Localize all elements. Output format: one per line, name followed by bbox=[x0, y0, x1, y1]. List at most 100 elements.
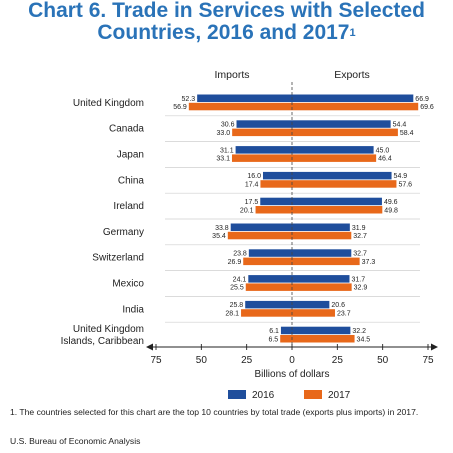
bar-exports-2017 bbox=[292, 283, 352, 291]
data-label-imports-2016: 6.1 bbox=[269, 328, 279, 335]
x-tick-label: 50 bbox=[377, 355, 389, 366]
bar-imports-2017 bbox=[243, 257, 292, 266]
exports-heading: Exports bbox=[334, 69, 370, 81]
x-tick-label: 75 bbox=[422, 355, 434, 366]
bar-exports-2017 bbox=[292, 154, 377, 162]
bar-exports-2017 bbox=[292, 335, 355, 343]
data-label-imports-2017: 33.1 bbox=[216, 156, 230, 163]
bar-imports-2017 bbox=[260, 180, 292, 188]
data-label-imports-2017: 33.0 bbox=[217, 130, 231, 137]
data-label-imports-2017: 17.4 bbox=[245, 182, 259, 189]
data-label-imports-2017: 25.5 bbox=[230, 285, 244, 292]
x-axis-label: Billions of dollars bbox=[254, 369, 329, 380]
bar-exports-2017 bbox=[292, 180, 397, 188]
bar-exports-2017 bbox=[292, 309, 335, 317]
bar-exports-2017 bbox=[292, 102, 419, 111]
data-label-imports-2016: 30.6 bbox=[221, 122, 235, 129]
data-label-exports-2017: 69.6 bbox=[420, 104, 434, 111]
data-label-exports-2016: 49.6 bbox=[384, 199, 398, 206]
x-tick-label: 0 bbox=[289, 355, 295, 366]
bar-imports-2016 bbox=[197, 94, 292, 102]
chart-title: Chart 6. Trade in Services with Selected… bbox=[0, 0, 453, 44]
legend-label-2017: 2017 bbox=[328, 390, 351, 401]
bar-exports-2016 bbox=[292, 120, 391, 128]
data-label-exports-2017: 46.4 bbox=[378, 156, 392, 163]
bar-exports-2016 bbox=[292, 223, 350, 231]
category-label: Mexico bbox=[112, 279, 144, 290]
data-label-exports-2016: 45.0 bbox=[376, 147, 390, 154]
category-label: China bbox=[118, 175, 145, 186]
data-label-exports-2016: 20.6 bbox=[331, 302, 345, 309]
x-tick-label: 75 bbox=[150, 355, 162, 366]
bar-exports-2017 bbox=[292, 128, 398, 137]
data-label-exports-2016: 32.2 bbox=[352, 328, 366, 335]
x-axis-arrow-right bbox=[431, 343, 438, 351]
bar-exports-2016 bbox=[292, 300, 330, 309]
data-label-exports-2017: 32.9 bbox=[354, 285, 368, 292]
bar-imports-2017 bbox=[232, 128, 292, 137]
bars-group: 52.3 66.9 56.9 69.6 30.6 54.4 33.0 58.4 31.1 45.0… bbox=[173, 94, 434, 343]
x-tick-label: 50 bbox=[196, 355, 208, 366]
imports-heading: Imports bbox=[214, 69, 249, 81]
data-label-exports-2016: 31.7 bbox=[351, 276, 365, 283]
bar-imports-2016 bbox=[245, 300, 292, 309]
category-label: Switzerland bbox=[92, 253, 144, 264]
bar-exports-2016 bbox=[292, 171, 392, 180]
x-tick-label: 25 bbox=[332, 355, 344, 366]
bar-exports-2016 bbox=[292, 249, 352, 257]
data-label-exports-2016: 31.9 bbox=[352, 225, 366, 232]
category-label: United Kingdom bbox=[73, 98, 144, 109]
data-label-imports-2017: 56.9 bbox=[173, 104, 187, 111]
data-label-imports-2017: 35.4 bbox=[212, 233, 226, 240]
chart-title-line2: Countries, 2016 and 20171 bbox=[0, 22, 453, 44]
chart-title-line2-text: Countries, 2016 and 2017 bbox=[97, 21, 350, 44]
chart-title-line1: Chart 6. Trade in Services with Selected bbox=[28, 0, 425, 22]
bar-exports-2017 bbox=[292, 206, 383, 214]
bar-imports-2016 bbox=[248, 249, 292, 257]
category-label: Ireland bbox=[113, 201, 144, 212]
bar-imports-2017 bbox=[241, 309, 292, 317]
bar-imports-2016 bbox=[280, 326, 292, 335]
bar-exports-2017 bbox=[292, 231, 352, 240]
data-label-exports-2017: 49.8 bbox=[384, 207, 398, 214]
row-separators bbox=[165, 115, 420, 323]
data-label-exports-2017: 34.5 bbox=[357, 336, 371, 343]
bar-exports-2016 bbox=[292, 326, 351, 335]
category-labels: United Kingdom Canada Japan China Ireland Ger… bbox=[61, 98, 145, 347]
data-label-imports-2017: 26.9 bbox=[228, 259, 242, 266]
bar-imports-2016 bbox=[235, 146, 292, 154]
footnote-marker: 1 bbox=[349, 27, 356, 39]
bar-exports-2017 bbox=[292, 257, 360, 266]
legend-label-2016: 2016 bbox=[252, 390, 275, 401]
bar-imports-2017 bbox=[227, 231, 292, 240]
data-label-exports-2016: 54.4 bbox=[393, 122, 407, 129]
data-label-exports-2016: 32.7 bbox=[353, 251, 367, 258]
bar-imports-2016 bbox=[230, 223, 292, 231]
data-label-exports-2017: 37.3 bbox=[362, 259, 376, 266]
data-label-exports-2016: 66.9 bbox=[415, 96, 429, 103]
data-label-imports-2016: 33.8 bbox=[215, 225, 229, 232]
data-label-exports-2016: 54.9 bbox=[394, 173, 408, 180]
data-label-imports-2016: 23.8 bbox=[233, 251, 247, 258]
x-axis: 75 50 25 0 25 50 75 bbox=[146, 82, 438, 366]
data-label-imports-2016: 31.1 bbox=[220, 147, 234, 154]
x-tick-label: 25 bbox=[241, 355, 253, 366]
source: U.S. Bureau of Economic Analysis bbox=[10, 436, 141, 446]
bar-exports-2016 bbox=[292, 94, 414, 102]
footnote: 1. The countries selected for this chart… bbox=[10, 407, 419, 417]
data-label-exports-2017: 57.6 bbox=[398, 182, 412, 189]
bar-imports-2017 bbox=[231, 154, 292, 162]
data-label-imports-2016: 25.8 bbox=[230, 302, 244, 309]
data-label-exports-2017: 58.4 bbox=[400, 130, 414, 137]
legend: 2016 2017 bbox=[228, 390, 351, 401]
bar-imports-2017 bbox=[188, 102, 292, 111]
data-label-imports-2016: 52.3 bbox=[182, 96, 196, 103]
bar-imports-2016 bbox=[236, 120, 292, 128]
bar-imports-2016 bbox=[262, 171, 292, 180]
bar-exports-2016 bbox=[292, 146, 374, 154]
data-label-imports-2017: 20.1 bbox=[240, 207, 254, 214]
data-label-imports-2016: 16.0 bbox=[247, 173, 261, 180]
data-label-imports-2017: 28.1 bbox=[225, 311, 239, 318]
legend-swatch-2016 bbox=[228, 390, 246, 399]
